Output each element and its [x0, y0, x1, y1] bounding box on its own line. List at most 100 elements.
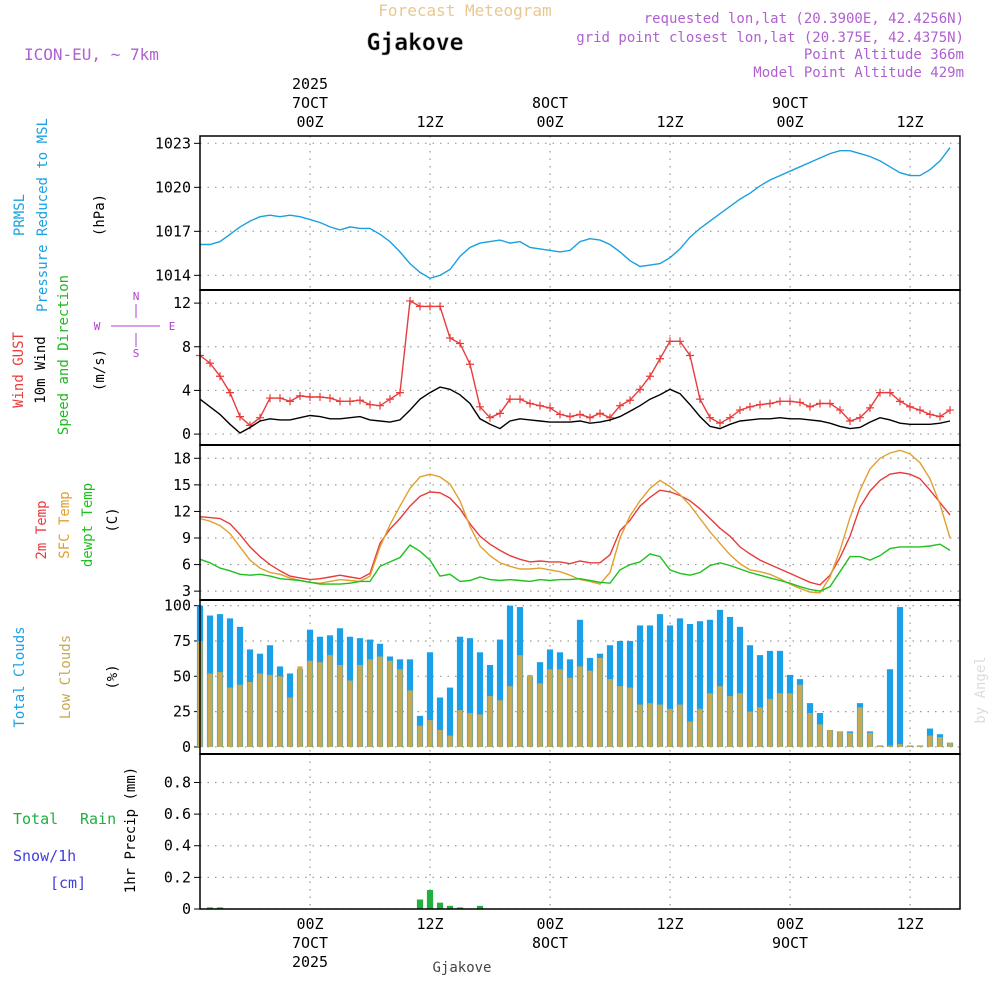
- gust-marker: [326, 394, 334, 403]
- gust-marker: [796, 398, 804, 407]
- gust-marker: [216, 372, 224, 381]
- y-tick-label: 75: [173, 632, 191, 650]
- bar-low-clouds: [427, 720, 433, 747]
- gust-marker: [386, 395, 394, 404]
- series-line-wind-gust: [199, 299, 951, 427]
- series-line-prmsl: [200, 147, 951, 280]
- bar-low-clouds: [247, 681, 253, 747]
- y-tick-label: 9: [182, 529, 191, 547]
- gust-marker: [856, 413, 864, 422]
- gust-marker: [916, 406, 924, 415]
- gust-marker: [876, 388, 884, 397]
- sfc-temp-label: SFC Temp: [57, 491, 73, 558]
- bar-low-clouds: [867, 732, 873, 747]
- compass-rose: N W E S: [94, 290, 176, 360]
- bar-low-clouds: [337, 664, 343, 747]
- y-tick-label: 1023: [155, 134, 191, 152]
- panel-pressure: 1014 1017 1020 1023: [155, 134, 961, 291]
- y-tick-label: 0: [182, 425, 191, 443]
- gust-marker: [696, 395, 704, 404]
- watermark: by Angel: [973, 656, 989, 723]
- top-time-label: 00Z: [536, 113, 563, 131]
- bar-low-clouds: [377, 656, 383, 747]
- y-tick-label: 15: [173, 476, 191, 494]
- top-time-label: 00Z: [296, 113, 323, 131]
- precip-unit-label: 1hr Precip (mm): [123, 767, 139, 893]
- bar-low-clouds: [257, 673, 263, 747]
- gust-marker: [296, 391, 304, 400]
- gust-marker: [946, 406, 954, 415]
- gust-marker: [526, 399, 534, 408]
- bar-low-clouds: [567, 677, 573, 747]
- gust-marker: [686, 351, 694, 360]
- bar-low-clouds: [287, 697, 293, 747]
- bar-low-clouds: [397, 669, 403, 747]
- gust-marker: [286, 397, 294, 406]
- gust-marker: [356, 396, 364, 405]
- gust-marker: [306, 392, 314, 401]
- bar-low-clouds: [947, 742, 953, 747]
- gust-marker: [756, 400, 764, 409]
- panel-frame: [199, 444, 961, 601]
- pressure-msl-label: Pressure Reduced to MSL: [35, 118, 51, 312]
- gust-marker: [426, 302, 434, 311]
- y-tick-label: 0.2: [164, 868, 191, 886]
- gust-marker: [866, 403, 874, 412]
- gust-marker: [486, 413, 494, 422]
- bar-low-clouds: [227, 687, 233, 747]
- bar-total-rain: [436, 902, 444, 909]
- percent-unit-label: (%): [105, 664, 121, 689]
- gust-marker: [776, 397, 784, 406]
- bar-low-clouds: [617, 686, 623, 747]
- panel-clouds: 0 25 50 75 100: [164, 597, 961, 756]
- bar-low-clouds: [747, 711, 753, 747]
- gust-marker: [456, 339, 464, 348]
- gust-marker: [716, 419, 724, 428]
- total-clouds-label: Total Clouds: [12, 626, 28, 727]
- gust-marker: [906, 402, 914, 411]
- compass-w: W: [94, 320, 101, 333]
- wind-gust-label: Wind GUST: [11, 332, 27, 408]
- requested-coords: requested lon,lat (20.3900E, 42.4256N): [644, 11, 964, 27]
- bar-low-clouds: [577, 666, 583, 747]
- y-tick-label: 0.6: [164, 805, 191, 823]
- bar-total-rain: [426, 890, 434, 909]
- bar-low-clouds: [597, 657, 603, 747]
- gust-marker: [826, 399, 834, 408]
- gust-marker: [266, 394, 274, 403]
- gust-marker: [786, 397, 794, 406]
- gust-marker: [476, 402, 484, 411]
- gust-marker: [586, 413, 594, 422]
- top-time-label: 12Z: [896, 113, 923, 131]
- gust-marker: [436, 302, 444, 311]
- gust-marker: [616, 401, 624, 410]
- bar-low-clouds: [477, 714, 483, 747]
- bar-total-clouds: [686, 624, 694, 747]
- bar-total-clouds: [766, 650, 774, 747]
- bar-low-clouds: [917, 745, 923, 747]
- bar-total-clouds: [446, 687, 454, 747]
- bar-total-clouds: [476, 652, 484, 747]
- bar-total-clouds: [636, 625, 644, 747]
- bar-low-clouds: [677, 704, 683, 747]
- bar-low-clouds: [847, 732, 853, 747]
- bottom-time-label: 00Z: [296, 915, 323, 933]
- gust-marker: [736, 406, 744, 415]
- bar-low-clouds: [737, 693, 743, 747]
- top-time-label: 8OCT: [532, 94, 568, 112]
- bar-low-clouds: [607, 679, 613, 747]
- bar-low-clouds: [857, 707, 863, 747]
- gust-marker: [316, 392, 324, 401]
- bar-low-clouds: [447, 735, 453, 747]
- bar-total-clouds: [676, 618, 684, 747]
- low-clouds-label: Low Clouds: [58, 635, 74, 719]
- bar-total-clouds: [666, 625, 674, 747]
- y-tick-label: 3: [182, 582, 191, 600]
- bar-total-clouds: [736, 626, 744, 747]
- bar-low-clouds: [937, 737, 943, 747]
- bar-low-clouds: [317, 662, 323, 747]
- bottom-time-label: 00Z: [536, 915, 563, 933]
- bar-low-clouds: [817, 724, 823, 747]
